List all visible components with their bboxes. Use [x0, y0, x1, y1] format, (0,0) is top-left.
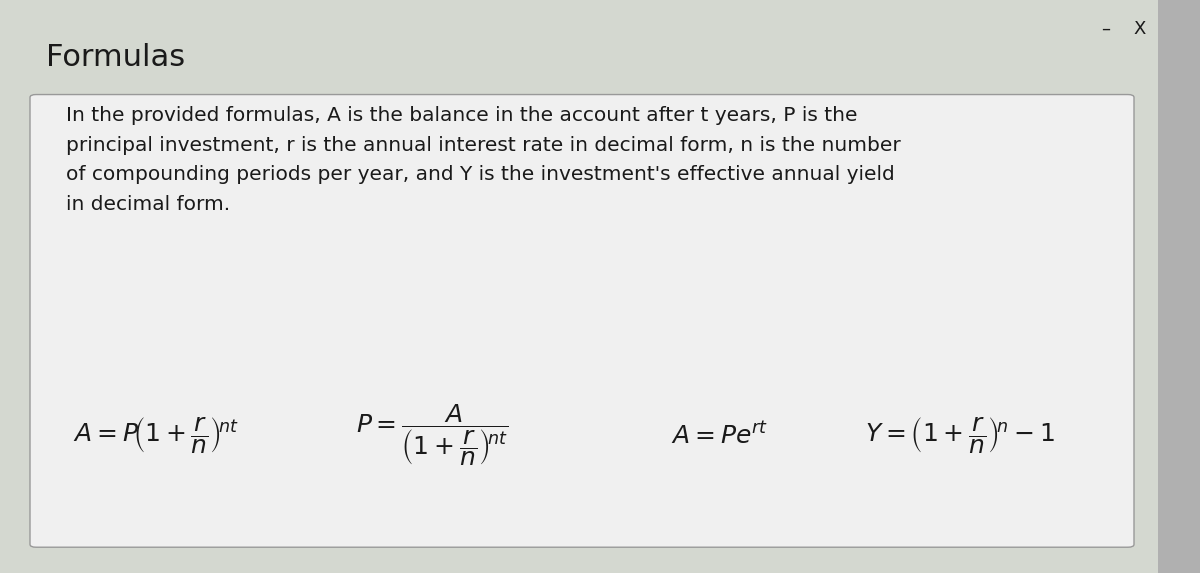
Text: $A = P\!\left(1+\dfrac{r}{n}\right)^{\!nt}$: $A = P\!\left(1+\dfrac{r}{n}\right)^{\!n… — [73, 415, 239, 456]
Text: $A = Pe^{rt}$: $A = Pe^{rt}$ — [671, 422, 769, 449]
Text: –    X: – X — [1102, 20, 1146, 38]
Text: Formulas: Formulas — [46, 43, 185, 72]
Text: $P = \dfrac{A}{\left(1+\dfrac{r}{n}\right)^{\!nt}}$: $P = \dfrac{A}{\left(1+\dfrac{r}{n}\righ… — [356, 403, 508, 468]
Text: In the provided formulas, A is the balance in the account after t years, P is th: In the provided formulas, A is the balan… — [66, 106, 901, 214]
Text: $Y = \left(1+\dfrac{r}{n}\right)^{\!n} - 1$: $Y = \left(1+\dfrac{r}{n}\right)^{\!n} -… — [865, 415, 1055, 456]
FancyBboxPatch shape — [30, 95, 1134, 547]
Bar — [1158, 0, 1200, 573]
